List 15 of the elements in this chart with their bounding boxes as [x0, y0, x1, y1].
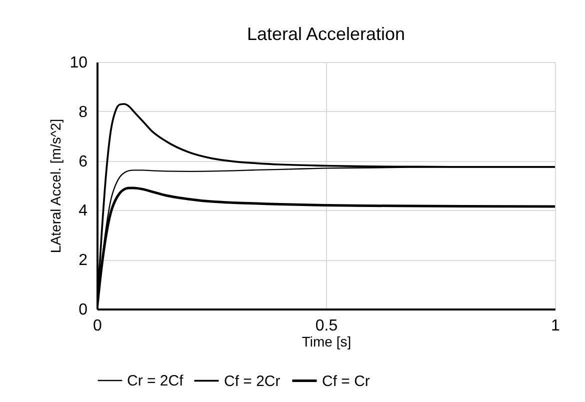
legend-label: Cr = 2Cf: [127, 372, 184, 390]
x-tick-label: 0: [93, 318, 102, 334]
x-tick-label: 1: [551, 318, 560, 334]
y-axis-title: LAteral Accel. [m/s^2]: [48, 118, 64, 254]
y-tick-label: 2: [78, 252, 88, 270]
y-tick-label: 10: [70, 54, 88, 72]
x-axis-title: Time [s]: [302, 334, 352, 350]
y-tick-label: 0: [78, 302, 88, 318]
chart-title: Lateral Acceleration: [246, 24, 406, 44]
y-tick-label: 4: [78, 202, 88, 220]
legend-label: Cf = 2Cr: [224, 372, 280, 390]
y-tick-label: 8: [78, 104, 88, 121]
x-tick-label: 0.5: [315, 318, 338, 334]
legend-label: Cf = Cr: [322, 372, 370, 390]
y-tick-label: 6: [78, 153, 88, 170]
